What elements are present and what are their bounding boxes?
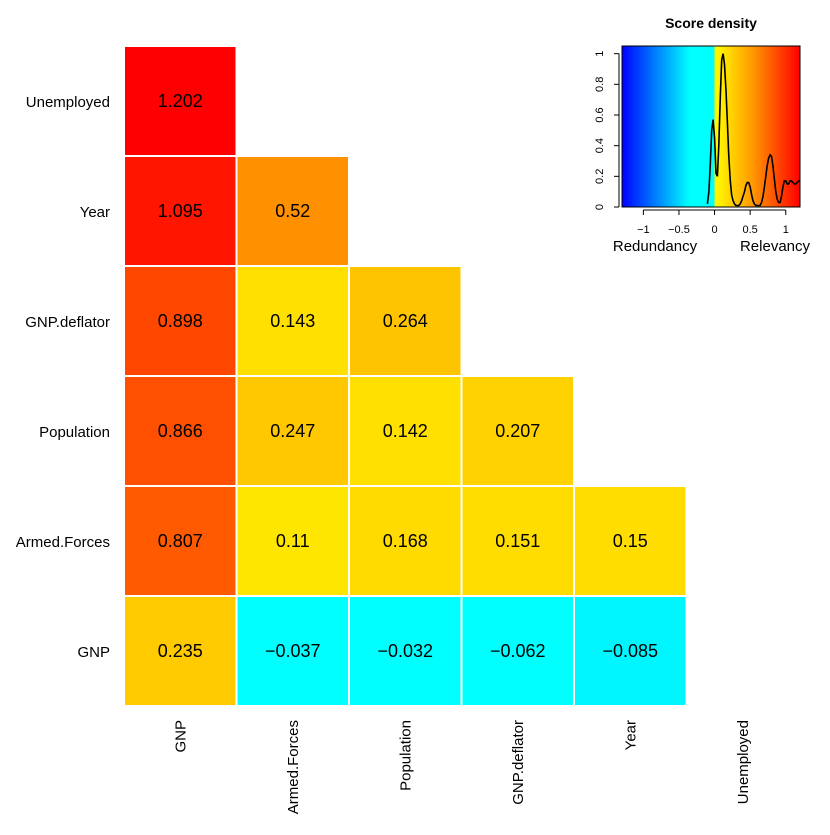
row-label-gnp: GNP [77, 644, 110, 661]
cell-gnp-deflator-armed-forces [235, 265, 350, 377]
cell-gnp-year [573, 595, 688, 707]
density-y-tick-label: 0 [594, 204, 606, 210]
heatmap: 1.202 1.095 0.52 0.898 0.143 0.264 0.866 0.247 0… [16, 45, 752, 814]
density-inset: Score density −1 −0.5 0 0.5 100.20.40.60.81 … [594, 15, 811, 255]
cell-label-gnp-deflator-armed-forces: 0.143 [270, 311, 315, 331]
density-x-tick-label: 0 [711, 224, 717, 236]
cell-gnp-gnp-deflator [460, 595, 575, 707]
density-x-tick-label: 1 [783, 224, 789, 236]
col-label-armed-forces: Armed.Forces [285, 720, 302, 814]
cell-label-gnp-year: −0.085 [602, 641, 658, 661]
col-label-year: Year [622, 720, 639, 750]
cell-label-population-gnp-deflator: 0.207 [495, 421, 540, 441]
cell-label-unemployed-gnp: 1.202 [158, 91, 203, 111]
col-label-gnp-deflator: GNP.deflator [510, 720, 527, 805]
cell-armed-forces-population [348, 485, 463, 597]
col-label-unemployed: Unemployed [735, 720, 752, 804]
cell-label-gnp-armed-forces: −0.037 [265, 641, 321, 661]
density-y-tick-label: 0.2 [594, 169, 606, 184]
cell-label-population-gnp: 0.866 [158, 421, 203, 441]
density-x-tick-label: −0.5 [668, 224, 690, 236]
density-background [622, 46, 800, 207]
cell-label-year-armed-forces: 0.52 [275, 201, 310, 221]
cell-label-gnp-gnp: 0.235 [158, 641, 203, 661]
cell-armed-forces-year [573, 485, 688, 597]
cell-population-gnp [123, 375, 238, 487]
density-title: Score density [665, 15, 757, 31]
col-label-population: Population [397, 720, 414, 791]
cell-label-population-population: 0.142 [383, 421, 428, 441]
cell-label-armed-forces-year: 0.15 [613, 531, 648, 551]
cell-gnp-armed-forces [235, 595, 350, 707]
cell-label-armed-forces-gnp-deflator: 0.151 [495, 531, 540, 551]
cell-label-population-armed-forces: 0.247 [270, 421, 315, 441]
cell-year-armed-forces [235, 155, 350, 267]
density-xlabel-relevancy: Relevancy [740, 238, 811, 255]
cell-armed-forces-gnp-deflator [460, 485, 575, 597]
cell-label-armed-forces-gnp: 0.807 [158, 531, 203, 551]
density-y-tick-label: 0.6 [594, 107, 606, 122]
row-label-unemployed: Unemployed [26, 94, 110, 111]
cell-gnp-deflator-population [348, 265, 463, 377]
density-x-tick-label: −1 [637, 224, 650, 236]
density-x-tick-label: 0.5 [743, 224, 758, 236]
density-curve [706, 53, 800, 207]
cell-label-armed-forces-population: 0.168 [383, 531, 428, 551]
cell-population-gnp-deflator [460, 375, 575, 487]
density-y-tick-label: 0.8 [594, 77, 606, 92]
row-label-armed-forces: Armed.Forces [16, 534, 110, 551]
cell-label-gnp-gnp-deflator: −0.062 [490, 641, 546, 661]
row-label-population: Population [39, 424, 110, 441]
cell-label-gnp-deflator-gnp: 0.898 [158, 311, 203, 331]
density-y-tick-label: 1 [594, 51, 606, 57]
density-frame [621, 45, 801, 208]
row-label-year: Year [80, 204, 110, 221]
cell-unemployed-gnp [123, 45, 238, 157]
cell-label-gnp-population: −0.032 [377, 641, 433, 661]
cell-label-armed-forces-armed-forces: 0.11 [276, 531, 310, 551]
row-label-gnp-deflator: GNP.deflator [25, 314, 110, 331]
cell-gnp-population [348, 595, 463, 707]
cell-label-gnp-deflator-population: 0.264 [383, 311, 428, 331]
cell-label-year-gnp: 1.095 [158, 201, 203, 221]
cell-population-armed-forces [235, 375, 350, 487]
density-y-tick-label: 0.4 [594, 138, 606, 153]
col-label-gnp: GNP [172, 720, 189, 753]
density-xlabel-redundancy: Redundancy [613, 238, 698, 255]
